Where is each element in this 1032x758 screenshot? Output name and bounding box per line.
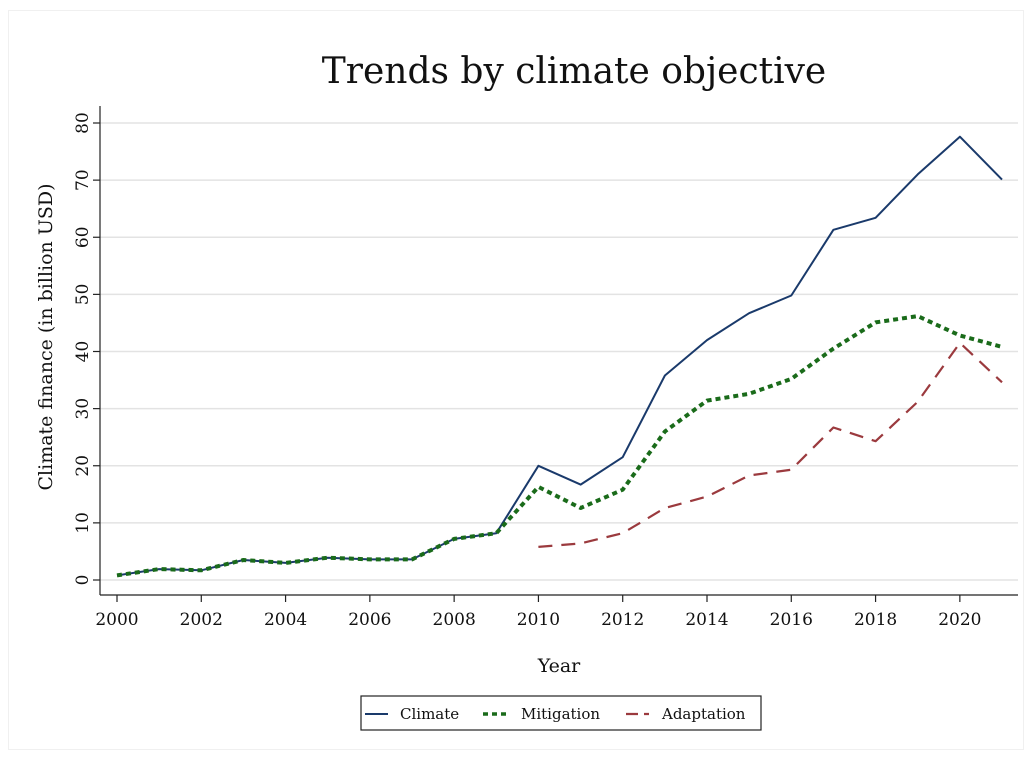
y-tick-label: 60 [73, 226, 93, 248]
series-line-adaptation [538, 341, 1003, 548]
legend: Climate Mitigation Adaptation [360, 695, 762, 731]
series-line-climate [116, 135, 1003, 577]
chart-title: Trends by climate objective [322, 51, 826, 92]
x-tick-label: 2012 [601, 610, 644, 630]
series-layer [116, 135, 1003, 578]
y-tick-label: 20 [73, 455, 93, 477]
legend-label-mitigation: Mitigation [521, 705, 600, 723]
y-tick-label: 80 [73, 112, 93, 134]
y-tick-label: 70 [73, 169, 93, 191]
x-tick-label: 2008 [433, 610, 476, 630]
x-tick-label: 2018 [854, 610, 897, 630]
y-tick-label: 0 [73, 575, 93, 586]
x-tick-label: 2006 [348, 610, 391, 630]
y-tick-label: 50 [73, 284, 93, 306]
x-tick-label: 2016 [770, 610, 813, 630]
grid-layer [100, 122, 1018, 581]
x-tick-label: 2000 [95, 610, 138, 630]
y-tick-label: 40 [73, 341, 93, 363]
x-tick-label: 2004 [264, 610, 307, 630]
x-tick-label: 2014 [685, 610, 728, 630]
series-line-mitigation [116, 314, 1003, 578]
y-tick-label: 10 [73, 512, 93, 534]
x-tick-label: 2020 [938, 610, 981, 630]
axis-layer: 0 10 20 30 40 50 60 70 80 2000 2002 2004 2006 2008 201… [73, 106, 1018, 630]
legend-label-climate: Climate [400, 705, 459, 723]
x-axis-label: Year [537, 655, 581, 677]
y-tick-label: 30 [73, 398, 93, 420]
x-tick-label: 2010 [517, 610, 560, 630]
legend-items: Climate Mitigation Adaptation [365, 705, 746, 723]
x-tick-label: 2002 [180, 610, 223, 630]
chart-frame [8, 10, 1024, 750]
legend-label-adaptation: Adaptation [661, 705, 746, 723]
y-axis-label: Climate finance (in billion USD) [35, 184, 57, 491]
legend-box [360, 695, 762, 731]
